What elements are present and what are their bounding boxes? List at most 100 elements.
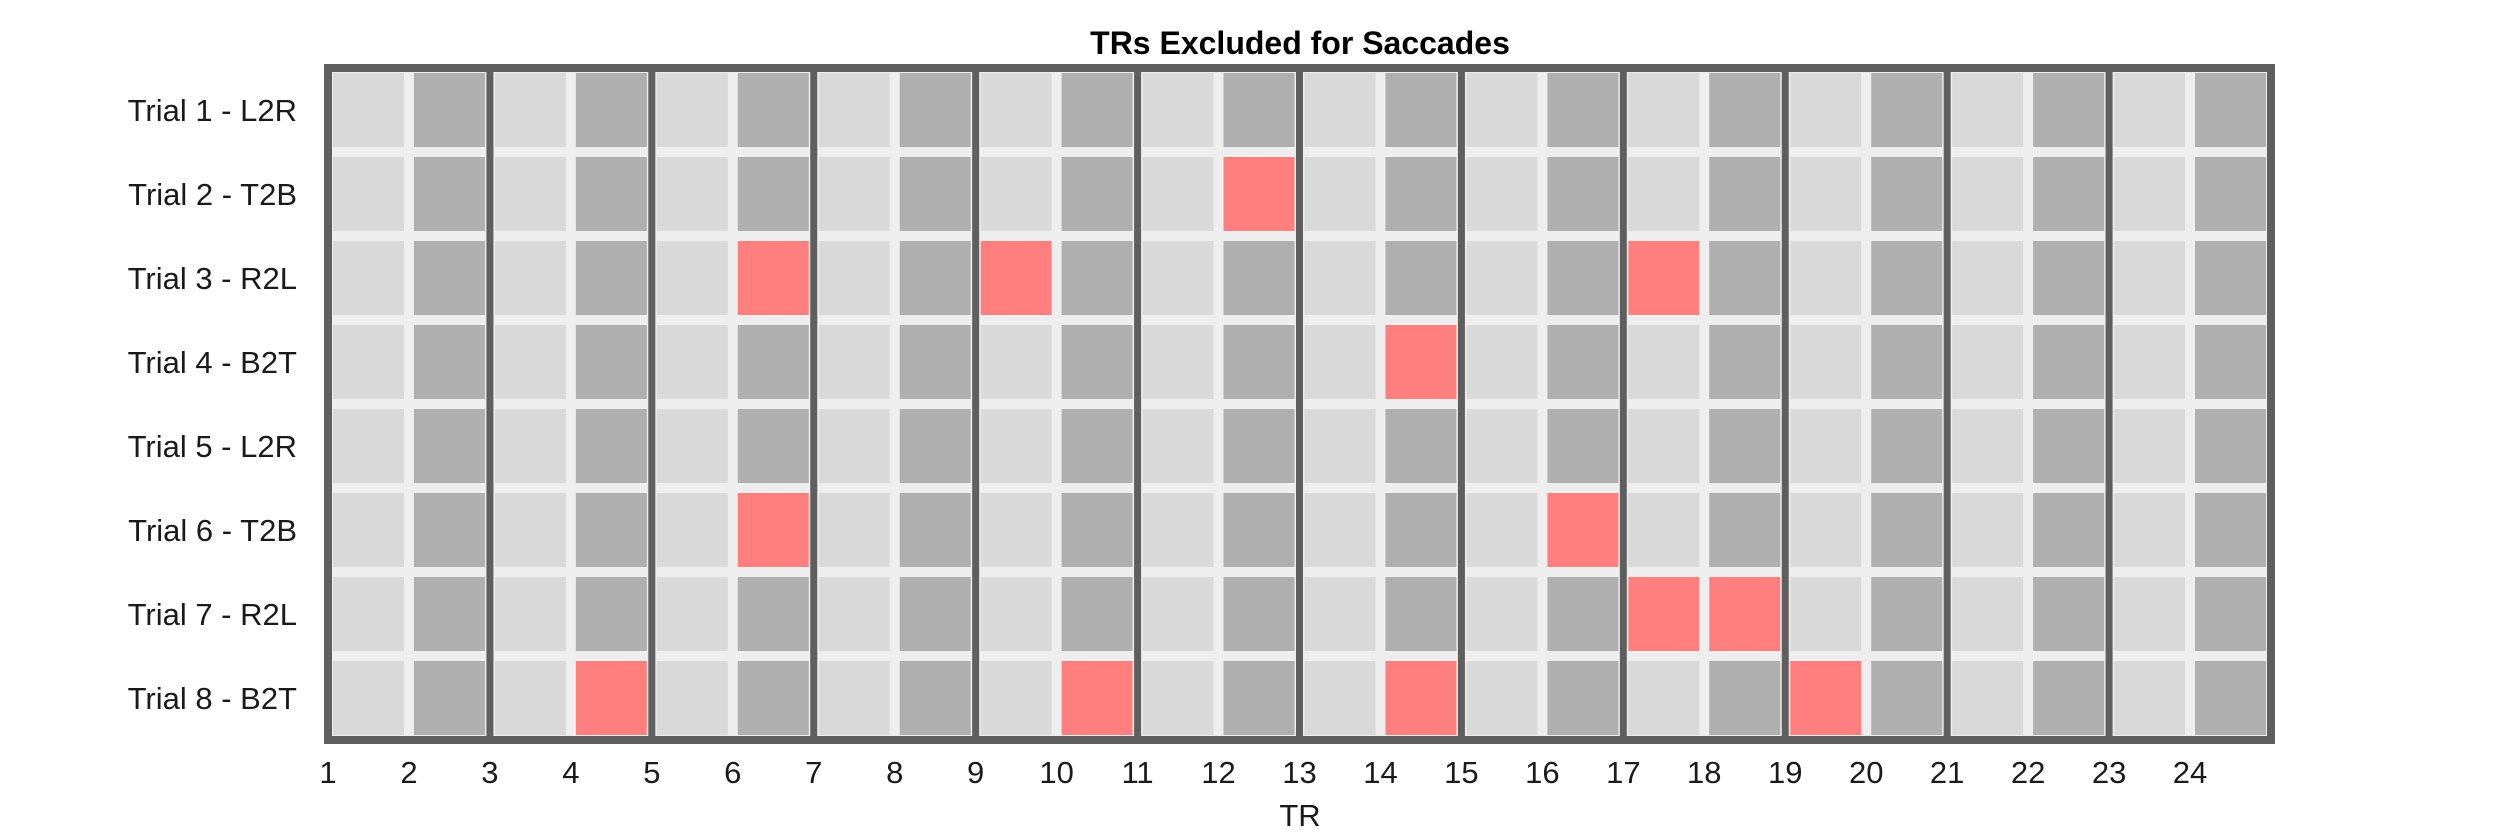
x-tick-label: 15 — [1444, 755, 1478, 790]
tr-cell — [2114, 241, 2186, 315]
trial-label: Trial 8 - B2T — [128, 681, 297, 716]
tr-cell — [1790, 73, 1862, 147]
tr-cell — [980, 73, 1052, 147]
excluded-tr-cell — [1790, 661, 1862, 735]
tr-cell — [2033, 409, 2105, 483]
tr-cell — [1628, 409, 1700, 483]
x-tick-label: 2 — [400, 755, 417, 790]
tr-cell — [737, 661, 809, 735]
tr-cell — [2114, 157, 2186, 231]
tr-cell — [1871, 157, 1943, 231]
excluded-tr-cell — [1709, 577, 1781, 651]
tr-cell — [1142, 73, 1214, 147]
tr-cell — [737, 577, 809, 651]
trial-label: Trial 2 - T2B — [128, 177, 297, 212]
tr-cell — [899, 493, 971, 567]
tr-cell — [1790, 493, 1862, 567]
x-tick-label: 18 — [1687, 755, 1721, 790]
tr-cell — [656, 577, 728, 651]
x-tick-label: 11 — [1121, 755, 1153, 790]
tr-cell — [494, 241, 566, 315]
tr-cell — [1142, 409, 1214, 483]
tr-cell — [494, 661, 566, 735]
tr-cell — [656, 157, 728, 231]
tr-cell — [737, 73, 809, 147]
tr-cell — [1547, 661, 1619, 735]
tr-cell — [333, 409, 404, 483]
x-tick-label: 3 — [481, 755, 498, 790]
tr-cell — [980, 325, 1052, 399]
tr-cell — [1385, 493, 1457, 567]
tr-cell — [413, 241, 485, 315]
tr-cell — [1952, 661, 2024, 735]
tr-cell — [1061, 493, 1133, 567]
tr-cell — [1790, 409, 1862, 483]
tr-cell — [1466, 493, 1538, 567]
tr-cell — [980, 577, 1052, 651]
tr-cell — [333, 325, 404, 399]
tr-cell — [1466, 409, 1538, 483]
tr-cell — [1790, 577, 1862, 651]
tr-cell — [1223, 661, 1295, 735]
tr-cell — [818, 325, 890, 399]
cell-grid — [333, 73, 2266, 735]
trial-label: Trial 1 - L2R — [128, 93, 297, 128]
tr-cell — [818, 73, 890, 147]
excluded-tr-cell — [980, 241, 1052, 315]
tr-cell — [413, 409, 485, 483]
tr-cell — [575, 73, 647, 147]
tr-cell — [1304, 661, 1376, 735]
tr-cell — [2033, 241, 2105, 315]
tr-cell — [1790, 241, 1862, 315]
tr-cell — [1466, 325, 1538, 399]
tr-cell — [1952, 493, 2024, 567]
x-tick-label: 9 — [967, 755, 984, 790]
tr-cell — [1142, 493, 1214, 567]
tr-cell — [1385, 73, 1457, 147]
tr-cell — [1223, 409, 1295, 483]
trial-label: Trial 4 - B2T — [128, 345, 297, 380]
tr-cell — [2033, 493, 2105, 567]
tr-cell — [575, 325, 647, 399]
x-tick-label: 13 — [1282, 755, 1316, 790]
tr-cell — [1709, 661, 1781, 735]
tr-cell — [2195, 661, 2266, 735]
x-tick-label: 21 — [1930, 755, 1964, 790]
tr-cell — [2114, 577, 2186, 651]
tr-cell — [1061, 577, 1133, 651]
tr-cell — [1061, 73, 1133, 147]
tr-cell — [1952, 577, 2024, 651]
tr-cell — [2195, 73, 2266, 147]
tr-cell — [980, 661, 1052, 735]
excluded-tr-cell — [1628, 241, 1700, 315]
tr-cell — [575, 493, 647, 567]
tr-cell — [1304, 241, 1376, 315]
tr-cell — [1466, 157, 1538, 231]
tr-cell — [1952, 325, 2024, 399]
tr-cell — [413, 157, 485, 231]
tr-cell — [494, 493, 566, 567]
tr-cell — [818, 157, 890, 231]
tr-cell — [899, 661, 971, 735]
tr-cell — [1628, 661, 1700, 735]
x-tick-label: 22 — [2011, 755, 2045, 790]
tr-cell — [1871, 241, 1943, 315]
x-tick-labels: 1 2 3 4 5 6 7 8 9 10 11 12 13 14 15 16 17 18 19 20 21 22 23 24 — [319, 755, 2207, 790]
tr-cell — [2114, 73, 2186, 147]
tr-cell — [413, 661, 485, 735]
tr-cell — [494, 157, 566, 231]
x-tick-label: 7 — [805, 755, 822, 790]
x-axis-label: TR — [1279, 798, 1320, 833]
tr-cell — [737, 157, 809, 231]
tr-cell — [1061, 409, 1133, 483]
tr-cell — [1952, 73, 2024, 147]
tr-cell — [494, 577, 566, 651]
trial-label: Trial 6 - T2B — [128, 513, 297, 548]
excluded-tr-cell — [1385, 325, 1457, 399]
tr-cell — [2033, 577, 2105, 651]
x-tick-label: 17 — [1606, 755, 1640, 790]
tr-cell — [1871, 493, 1943, 567]
tr-cell — [1142, 241, 1214, 315]
tr-cell — [899, 241, 971, 315]
